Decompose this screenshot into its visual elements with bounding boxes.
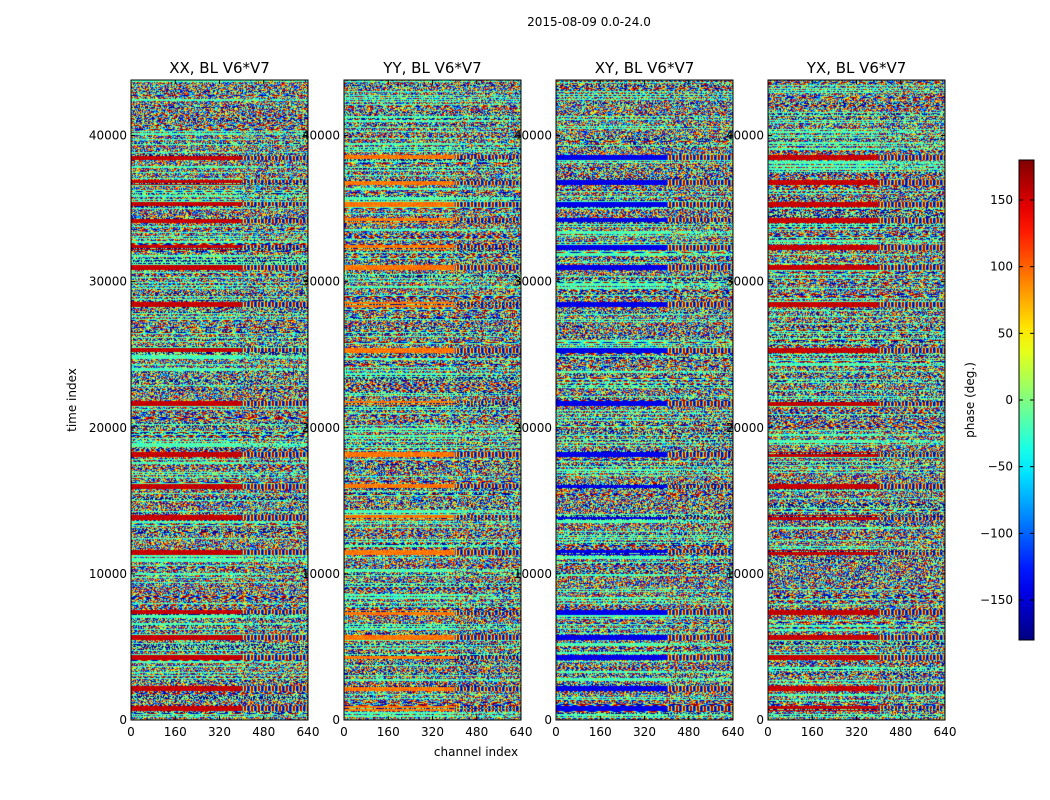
y-tick-label: 20000 bbox=[89, 421, 127, 435]
panel-1: XX, BL V6*V7 0 160 320 480 640 0 10000 20000 3000… bbox=[89, 59, 320, 739]
panel-title-1: XX, BL V6*V7 bbox=[169, 59, 270, 77]
x-tick-label: 0 bbox=[127, 725, 135, 739]
colorbar-tick-label: 100 bbox=[990, 260, 1013, 274]
y-tick-label: 0 bbox=[756, 713, 764, 727]
colorbar-tick-label: 150 bbox=[990, 193, 1013, 207]
y-tick-label: 0 bbox=[332, 713, 340, 727]
x-tick-label: 0 bbox=[340, 725, 348, 739]
x-tick-label: 640 bbox=[934, 725, 957, 739]
y-tick-label: 40000 bbox=[726, 129, 764, 143]
y-tick-label: 40000 bbox=[514, 129, 552, 143]
colorbar-tick-label: 0 bbox=[1005, 393, 1013, 407]
y-axis-label: time index bbox=[65, 368, 79, 432]
y-tick-label: 0 bbox=[119, 713, 127, 727]
x-tick-label: 320 bbox=[208, 725, 231, 739]
y-tick-label: 0 bbox=[544, 713, 552, 727]
x-tick-label: 320 bbox=[633, 725, 656, 739]
colorbar-label: phase (deg.) bbox=[963, 362, 977, 438]
y-tick-label: 40000 bbox=[302, 129, 340, 143]
x-tick-label: 480 bbox=[889, 725, 912, 739]
x-tick-label: 0 bbox=[552, 725, 560, 739]
x-tick-label: 160 bbox=[164, 725, 187, 739]
panel-2: YY, BL V6*V7 0 160 320 480 640 0 10000 20000 3000… bbox=[302, 59, 533, 739]
x-tick-label: 480 bbox=[677, 725, 700, 739]
heatmap-image-2 bbox=[344, 80, 521, 720]
y-tick-label: 20000 bbox=[726, 421, 764, 435]
colorbar: −150 −100 −50 0 50 100 150 phase (deg.) bbox=[963, 159, 1035, 641]
heatmap-image-3 bbox=[556, 80, 733, 720]
panel-title-4: YX, BL V6*V7 bbox=[806, 59, 907, 77]
colorbar-tick-label: −50 bbox=[988, 460, 1013, 474]
x-tick-label: 160 bbox=[589, 725, 612, 739]
heatmap-image-4 bbox=[768, 80, 945, 720]
y-tick-label: 30000 bbox=[726, 275, 764, 289]
x-tick-label: 480 bbox=[465, 725, 488, 739]
x-tick-label: 160 bbox=[801, 725, 824, 739]
x-tick-label: 640 bbox=[510, 725, 533, 739]
panel-title-3: XY, BL V6*V7 bbox=[595, 59, 695, 77]
y-tick-label: 30000 bbox=[89, 275, 127, 289]
colorbar-tick-label: 50 bbox=[998, 326, 1013, 340]
y-tick-label: 20000 bbox=[302, 421, 340, 435]
panel-3: XY, BL V6*V7 0 160 320 480 640 0 10000 20000 3000… bbox=[514, 59, 745, 739]
figure-suptitle: 2015-08-09 0.0-24.0 bbox=[527, 15, 651, 29]
panel-title-2: YY, BL V6*V7 bbox=[382, 59, 481, 77]
y-tick-label: 40000 bbox=[89, 129, 127, 143]
y-tick-label: 30000 bbox=[302, 275, 340, 289]
colorbar-tick-label: −100 bbox=[980, 526, 1013, 540]
x-tick-label: 480 bbox=[252, 725, 275, 739]
x-tick-label: 160 bbox=[377, 725, 400, 739]
colorbar-tick-label: −150 bbox=[980, 593, 1013, 607]
x-axis-label: channel index bbox=[434, 745, 518, 759]
shared-axis-labels: channel index time index bbox=[65, 368, 518, 759]
y-tick-label: 10000 bbox=[89, 567, 127, 581]
x-tick-label: 320 bbox=[845, 725, 868, 739]
x-tick-label: 320 bbox=[421, 725, 444, 739]
y-tick-label: 10000 bbox=[726, 567, 764, 581]
y-tick-label: 20000 bbox=[514, 421, 552, 435]
panels-group: XX, BL V6*V7 0 160 320 480 640 0 10000 20000 3000… bbox=[89, 59, 957, 739]
x-tick-label: 0 bbox=[764, 725, 772, 739]
panel-4: YX, BL V6*V7 0 160 320 480 640 0 10000 20000 3000… bbox=[726, 59, 957, 739]
y-tick-label: 10000 bbox=[514, 567, 552, 581]
heatmap-image-1 bbox=[131, 80, 308, 720]
y-tick-label: 30000 bbox=[514, 275, 552, 289]
x-tick-label: 640 bbox=[297, 725, 320, 739]
y-tick-label: 10000 bbox=[302, 567, 340, 581]
x-tick-label: 640 bbox=[722, 725, 745, 739]
